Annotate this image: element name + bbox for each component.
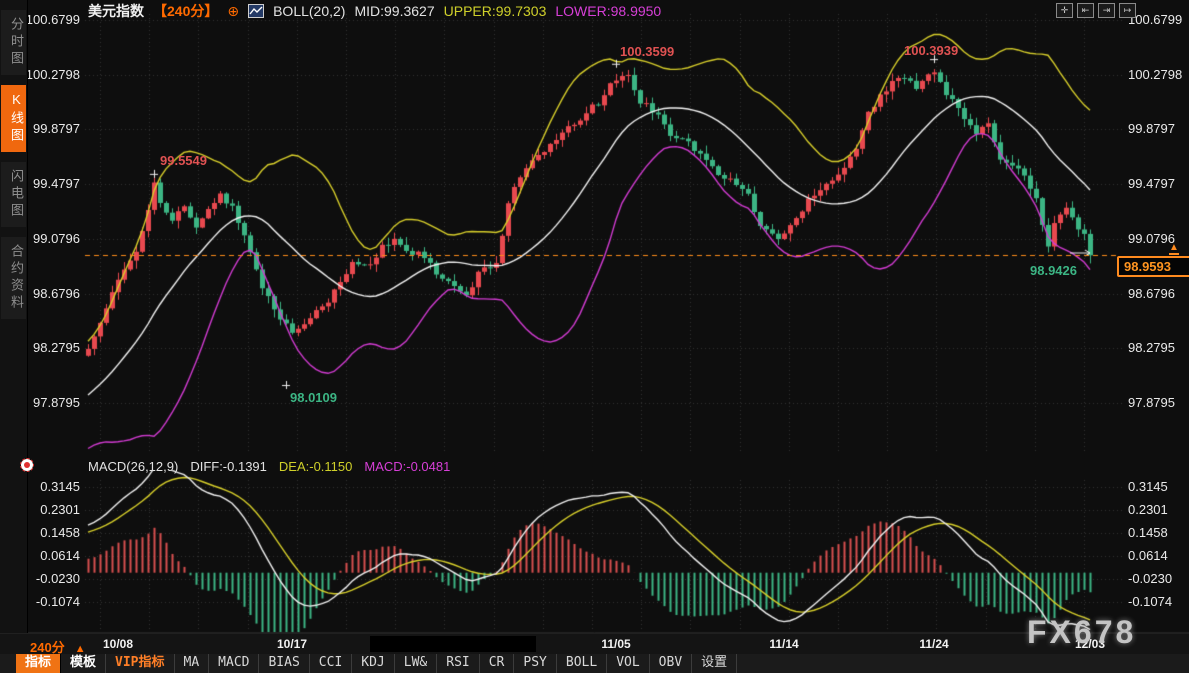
macd-axis-label-left: 0.2301 <box>40 502 80 517</box>
x-axis-date-label: 10/08 <box>103 637 133 651</box>
x-axis-date-label: 11/24 <box>919 637 948 651</box>
crosshair-icon[interactable]: ✛ <box>1056 3 1073 18</box>
toolbar-item-4[interactable]: MA <box>175 654 210 673</box>
toolbar-item-7[interactable]: CCI <box>310 654 352 673</box>
price-axis-label-left: 98.2795 <box>33 340 80 355</box>
period-badge[interactable]: 【240分】 <box>153 1 218 21</box>
x-axis-row <box>0 633 1189 655</box>
price-axis-label-left: 99.4797 <box>33 176 80 191</box>
candlestick-chart-canvas[interactable] <box>0 0 1189 673</box>
macd-title: MACD(26,12,9) <box>88 459 178 474</box>
macd-axis-label-right: -0.0230 <box>1128 571 1172 586</box>
toolbar-item-11[interactable]: CR <box>480 654 515 673</box>
macd-axis-label-right: -0.1074 <box>1128 594 1172 609</box>
price-axis-label-right: 97.8795 <box>1128 395 1175 410</box>
indicator-marker-icon[interactable] <box>21 459 33 471</box>
price-axis-label-left: 100.2798 <box>26 67 80 82</box>
macd-diff-value: DIFF:-0.1391 <box>190 459 267 474</box>
macd-dea-value: DEA:-0.1150 <box>279 459 352 474</box>
toolbar-item-5[interactable]: MACD <box>209 654 259 673</box>
price-axis-label-right: 98.6796 <box>1128 286 1175 301</box>
app-root: { "header": { "symbol": "美元指数", "period"… <box>0 0 1189 673</box>
sidebar-tab-3[interactable]: 闪电图 <box>1 162 26 227</box>
price-axis-label-left: 99.8797 <box>33 121 80 136</box>
watermark: FX678 <box>1027 614 1136 651</box>
price-axis-label-right: 98.2795 <box>1128 340 1175 355</box>
sidebar-tab-4[interactable]: 合约资料 <box>1 237 26 319</box>
price-axis-label-left: 100.6799 <box>26 12 80 27</box>
price-up-arrow-icon: ▲ <box>1169 243 1179 255</box>
toolbar-item-12[interactable]: PSY <box>514 654 556 673</box>
macd-header: MACD(26,12,9) DIFF:-0.1391 DEA:-0.1150 M… <box>88 459 450 474</box>
toolbar-item-8[interactable]: KDJ <box>352 654 394 673</box>
toolbar-item-15[interactable]: OBV <box>650 654 692 673</box>
boll-lower-value: LOWER:98.9950 <box>555 3 661 19</box>
price-annotation-high: 100.3939 <box>904 43 958 58</box>
macd-axis-label-right: 0.3145 <box>1128 479 1168 494</box>
pan-left-icon[interactable]: ⇤ <box>1077 3 1094 18</box>
price-axis-label-left: 98.6796 <box>33 286 80 301</box>
toolbar-item-10[interactable]: RSI <box>437 654 479 673</box>
symbol-title: 美元指数 <box>88 1 144 21</box>
boll-label: BOLL(20,2) <box>273 3 345 19</box>
toolbar-item-6[interactable]: BIAS <box>259 654 309 673</box>
macd-axis-label-right: 0.2301 <box>1128 502 1168 517</box>
macd-bar-value: MACD:-0.0481 <box>364 459 450 474</box>
toolbar-item-2[interactable]: 模板 <box>61 654 106 673</box>
toolbar-item-1[interactable]: 指标 <box>16 654 61 673</box>
macd-axis-label-left: 0.0614 <box>40 548 80 563</box>
toolbar-item-9[interactable]: LW& <box>395 654 437 673</box>
price-axis-label-right: 99.0796 <box>1128 231 1175 246</box>
add-indicator-icon[interactable]: ⊕ <box>227 4 239 18</box>
sidebar-tab-2[interactable]: K线图 <box>1 85 26 152</box>
line-chart-icon[interactable] <box>248 4 264 18</box>
x-axis-date-label: 11/14 <box>769 637 798 651</box>
footer-period-text: 240分 <box>30 640 65 655</box>
sidebar-tab-1[interactable]: 分时图 <box>1 10 26 75</box>
macd-axis-label-left: -0.1074 <box>36 594 80 609</box>
macd-axis-label-right: 0.1458 <box>1128 525 1168 540</box>
price-axis-label-right: 100.2798 <box>1128 67 1182 82</box>
toolbar-item-3[interactable]: VIP指标 <box>106 654 174 673</box>
price-axis-label-right: 99.8797 <box>1128 121 1175 136</box>
price-axis-label-left: 97.8795 <box>33 395 80 410</box>
toolbar-item-14[interactable]: VOL <box>607 654 649 673</box>
current-price-box: 98.9593 <box>1117 256 1189 277</box>
x-axis-date-label: 10/17 <box>277 637 307 651</box>
toolbar-item-16[interactable]: 设置 <box>692 654 737 673</box>
indicator-toolbar: 指标模板VIP指标MAMACDBIASCCIKDJLW&RSICRPSYBOLL… <box>0 654 1189 673</box>
pan-right-icon[interactable]: ⇥ <box>1098 3 1115 18</box>
macd-axis-label-right: 0.0614 <box>1128 548 1168 563</box>
x-axis-date-label: 11/05 <box>601 637 630 651</box>
price-axis-label-right: 99.4797 <box>1128 176 1175 191</box>
macd-axis-label-left: -0.0230 <box>36 571 80 586</box>
price-axis-label-right: 100.6799 <box>1128 12 1182 27</box>
left-sidebar: 分时图 K线图闪电图合约资料 <box>0 0 28 654</box>
price-annotation-low: 98.0109 <box>290 390 337 405</box>
macd-axis-label-left: 0.1458 <box>40 525 80 540</box>
chart-header: 美元指数 【240分】 ⊕ BOLL(20,2) MID:99.3627 UPP… <box>88 2 661 20</box>
price-axis-label-left: 99.0796 <box>33 231 80 246</box>
macd-axis-label-left: 0.3145 <box>40 479 80 494</box>
timeline-overlay-box[interactable] <box>370 636 536 652</box>
chart-tool-icons: ✛ ⇤ ⇥ ↦ <box>1056 3 1136 18</box>
boll-upper-value: UPPER:99.7303 <box>444 3 547 19</box>
boll-mid-value: MID:99.3627 <box>354 3 434 19</box>
price-annotation-high: 100.3599 <box>620 44 674 59</box>
jump-latest-icon[interactable]: ↦ <box>1119 3 1136 18</box>
toolbar-item-13[interactable]: BOLL <box>557 654 607 673</box>
price-annotation-low: 98.9426 <box>1030 263 1077 278</box>
price-annotation-high: 99.5549 <box>160 153 207 168</box>
